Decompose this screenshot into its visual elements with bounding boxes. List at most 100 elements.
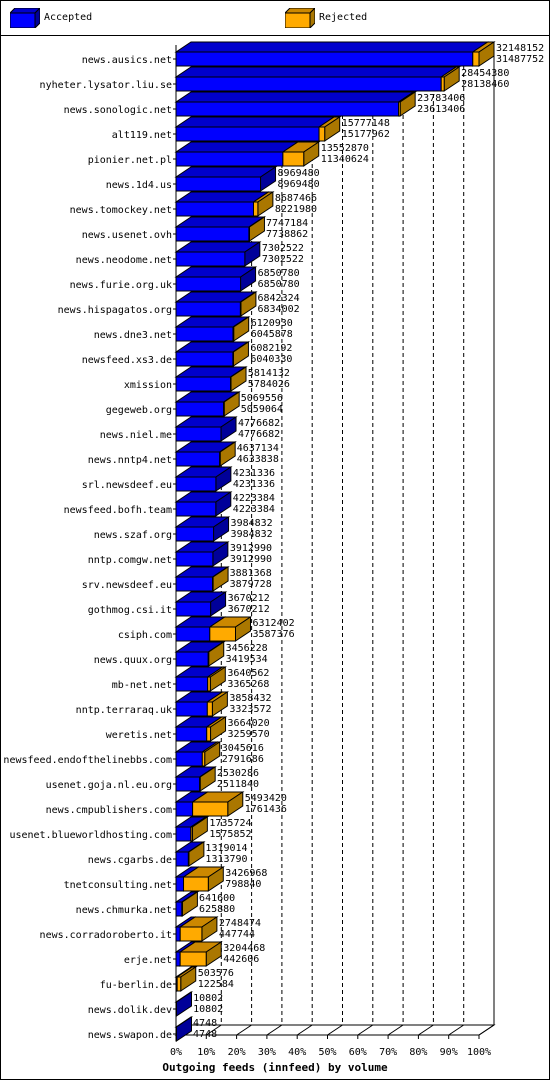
- rejected-bar-front: [248, 226, 250, 242]
- x-tick-label: 30%: [258, 1047, 276, 1058]
- total-value-label: 3670212: [228, 593, 270, 604]
- total-value-label: 503576: [198, 968, 234, 979]
- rejected-bar-front: [190, 826, 193, 842]
- x-axis-label: Outgoing feeds (innfeed) by volume: [162, 1061, 388, 1074]
- accepted-value-label: 23613406: [417, 104, 465, 115]
- rejected-bar-front: [230, 376, 232, 392]
- gridline-floor: [478, 1024, 495, 1036]
- accepted-bar-front: [175, 401, 225, 417]
- accepted-value-label: 122584: [198, 979, 234, 990]
- accepted-bar-front: [175, 801, 194, 817]
- accepted-value-label: 3912990: [230, 554, 272, 565]
- category-label: erje.net: [124, 955, 172, 966]
- category-label: news.1d4.us: [106, 180, 172, 191]
- rejected-bar-front: [179, 926, 203, 942]
- total-value-label: 4231336: [233, 468, 275, 479]
- gridline-floor: [357, 1024, 374, 1036]
- total-value-label: 23783406: [417, 93, 465, 104]
- total-value-label: 5814132: [248, 368, 290, 379]
- category-label: news.corradoroberto.it: [40, 930, 172, 941]
- total-value-label: 7302522: [262, 243, 304, 254]
- total-value-label: 4748: [193, 1018, 217, 1029]
- accepted-value-label: 8221980: [275, 204, 317, 215]
- category-label: nntp.terraraq.uk: [76, 705, 172, 716]
- accepted-bar-front: [175, 176, 262, 192]
- accepted-value-label: 6834002: [257, 304, 299, 315]
- accepted-value-label: 3670212: [228, 604, 270, 615]
- total-value-label: 2530286: [217, 768, 259, 779]
- accepted-bar-front: [175, 126, 320, 142]
- gridline-floor: [266, 1024, 283, 1036]
- accepted-bar-front: [175, 276, 242, 292]
- rejected-bar-front: [183, 876, 209, 892]
- accepted-value-label: 15177962: [342, 129, 390, 140]
- category-label: alt119.net: [112, 130, 172, 141]
- accepted-value-label: 4633838: [237, 454, 279, 465]
- accepted-bar-front: [175, 551, 214, 567]
- accepted-bar-front: [175, 851, 189, 867]
- accepted-bar-front: [175, 51, 474, 67]
- legend-rejected-swatch: [285, 8, 315, 28]
- accepted-bar-front: [175, 576, 214, 592]
- x-tick-label: 90%: [440, 1047, 458, 1058]
- category-label: news.sonologic.net: [64, 105, 172, 116]
- category-label: usenet.blueworldhosting.com: [9, 830, 172, 841]
- accepted-bar-front: [175, 776, 201, 792]
- category-label: newsfeed.bofh.team: [64, 505, 172, 516]
- gridline-floor: [387, 1024, 404, 1036]
- total-value-label: 4223384: [233, 493, 275, 504]
- legend-divider: [0, 35, 550, 36]
- accepted-value-label: 625880: [199, 904, 235, 915]
- total-value-label: 6312402: [252, 618, 294, 629]
- rejected-bar-front: [179, 951, 207, 967]
- gridline-floor: [206, 1024, 222, 1036]
- total-value-label: 3045616: [222, 743, 264, 754]
- category-label: usenet.goja.nl.eu.org: [46, 780, 172, 791]
- total-value-label: 15777148: [342, 118, 390, 129]
- accepted-value-label: 1575852: [209, 829, 251, 840]
- category-label: pionier.net.pl: [88, 155, 172, 166]
- total-value-label: 3881368: [230, 568, 272, 579]
- accepted-value-label: 3259570: [228, 729, 270, 740]
- category-label: gegeweb.org: [106, 405, 172, 416]
- accepted-value-label: 3984832: [231, 529, 273, 540]
- accepted-bar-front: [175, 426, 222, 442]
- accepted-bar-front: [175, 326, 234, 342]
- rejected-bar-front: [252, 201, 259, 217]
- category-label: nntp.comgw.net: [88, 555, 172, 566]
- accepted-value-label: 3365268: [227, 679, 269, 690]
- total-value-label: 5493420: [245, 793, 287, 804]
- total-value-label: 3456228: [226, 643, 268, 654]
- accepted-value-label: 1313790: [205, 854, 247, 865]
- rejected-bar-front: [212, 576, 214, 592]
- rejected-bar-front: [440, 76, 445, 92]
- category-label: srv.newsdeef.eu: [82, 580, 172, 591]
- category-label: news.dolik.dev: [88, 1005, 172, 1016]
- total-value-label: 6120930: [251, 318, 293, 329]
- category-label: mb-net.net: [112, 680, 172, 691]
- accepted-bar-top: [174, 166, 278, 178]
- total-value-label: 7747184: [266, 218, 308, 229]
- rejected-bar-front: [207, 651, 210, 667]
- accepted-value-label: 4748: [193, 1029, 217, 1040]
- rejected-bar-front: [209, 626, 236, 642]
- rejected-bar-front: [187, 851, 190, 867]
- accepted-value-label: 2511840: [217, 779, 259, 790]
- accepted-bar-front: [175, 376, 232, 392]
- accepted-bar-front: [175, 651, 209, 667]
- x-tick-label: 100%: [467, 1047, 491, 1058]
- accepted-bar-front: [175, 251, 246, 267]
- category-label: news.usenet.ovh: [82, 230, 172, 241]
- total-value-label: 10802: [193, 993, 223, 1004]
- accepted-bar-front: [175, 351, 234, 367]
- accepted-bar-front: [175, 926, 181, 942]
- accepted-bar-front: [175, 751, 203, 767]
- category-label: newsfeed.xs3.de: [82, 355, 172, 366]
- accepted-bar-front: [175, 601, 212, 617]
- category-label: csiph.com: [118, 630, 172, 641]
- total-value-label: 3858432: [229, 693, 271, 704]
- total-value-label: 3984832: [231, 518, 273, 529]
- category-label: news.cmpublishers.com: [46, 805, 172, 816]
- category-label: fu-berlin.de: [100, 980, 172, 991]
- x-tick-label: 50%: [318, 1047, 336, 1058]
